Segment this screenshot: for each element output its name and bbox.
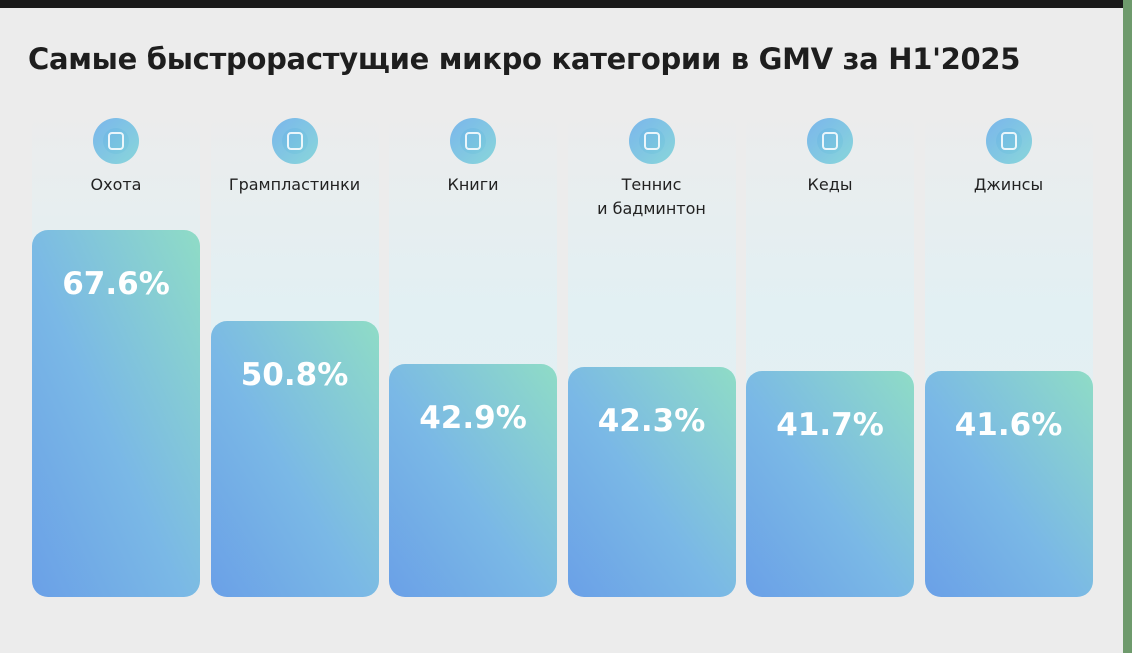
category-icon — [271, 118, 318, 164]
category-label: Охота — [90, 175, 142, 194]
category-icon — [985, 118, 1032, 164]
value-label: 41.7% — [776, 406, 884, 443]
bar — [567, 367, 736, 597]
category-label: Кеды — [807, 175, 853, 194]
bar — [32, 230, 200, 597]
category-icon — [93, 118, 139, 164]
chart-title: Самые быстрорастущие микро категории в G… — [28, 42, 1021, 76]
category-label: Книги — [447, 175, 499, 194]
value-label: 67.6% — [62, 266, 170, 302]
bar — [389, 364, 557, 597]
category-icon — [450, 118, 496, 164]
value-label: 50.8% — [240, 357, 349, 394]
bar — [924, 371, 1093, 597]
bar — [746, 370, 914, 597]
category-label: Грампластинки — [228, 175, 361, 194]
value-label: 41.6% — [954, 407, 1063, 444]
category-icon — [807, 118, 853, 164]
top-bar — [0, 0, 1132, 8]
value-label: 42.9% — [419, 400, 527, 437]
value-label: 42.3% — [597, 403, 706, 440]
edge-stripe — [1123, 0, 1132, 653]
category-icon — [628, 118, 675, 164]
bar — [210, 321, 379, 597]
category-label: Теннис и бадминтон — [597, 175, 706, 218]
category-label: Джинсы — [973, 175, 1044, 194]
